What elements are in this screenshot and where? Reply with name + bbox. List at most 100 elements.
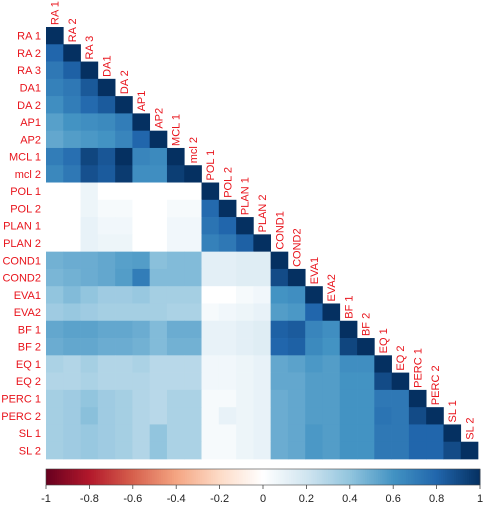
cell-mcl2-ra2 bbox=[63, 165, 81, 183]
cell-bf1-ra2 bbox=[63, 320, 81, 339]
cell-perc1-ap1 bbox=[132, 389, 151, 408]
cell-perc1-cond2 bbox=[287, 389, 306, 408]
row-label: PLAN 1 bbox=[3, 221, 41, 233]
diagonal-label: MCL 1 bbox=[171, 114, 183, 146]
colorbar-segment bbox=[46, 469, 49, 485]
colorbar-segment bbox=[89, 469, 92, 485]
row-label: MCL 1 bbox=[9, 152, 41, 164]
colorbar-segment bbox=[189, 469, 192, 485]
cell-bf2-bf2 bbox=[357, 338, 375, 356]
cell-bf2-ra2 bbox=[63, 338, 81, 356]
cell-plan1-pol1 bbox=[201, 217, 220, 235]
colorbar-segment bbox=[245, 469, 249, 485]
colorbar-segment bbox=[440, 469, 444, 485]
cell-sl2-eva1 bbox=[305, 441, 323, 460]
colorbar-segment bbox=[239, 469, 242, 485]
cell-plan2-ra2 bbox=[63, 234, 81, 252]
colorbar-segment bbox=[249, 469, 253, 485]
diagonal-label: RA 2 bbox=[67, 18, 79, 42]
colorbar-segment bbox=[458, 469, 461, 485]
cell-cond2-pol1 bbox=[201, 268, 220, 287]
cell-ra3-ra3 bbox=[80, 61, 99, 80]
cell-bf2-ap1 bbox=[132, 338, 151, 356]
colorbar-segment bbox=[228, 469, 231, 485]
cell-cond1-da2 bbox=[115, 251, 133, 270]
cell-cond1-mcl1 bbox=[166, 251, 185, 270]
cell-cond1-ap2 bbox=[149, 251, 168, 270]
cell-perc2-cond2 bbox=[287, 407, 306, 425]
colorbar-segment bbox=[382, 469, 385, 485]
cell-eva2-pol1 bbox=[201, 303, 220, 322]
colorbar-segment bbox=[150, 469, 153, 485]
cell-eq2-bf1 bbox=[339, 372, 358, 391]
cell-sl1-plan1 bbox=[236, 424, 254, 443]
colorbar-segment bbox=[124, 469, 127, 485]
cell-bf2-ra3 bbox=[80, 338, 99, 356]
colorbar-segment bbox=[137, 469, 140, 485]
cell-perc2-perc2 bbox=[426, 407, 444, 425]
cell-perc1-plan1 bbox=[236, 389, 254, 408]
colorbar-segment bbox=[367, 469, 370, 485]
cell-eq1-bf1 bbox=[339, 355, 358, 373]
colorbar-segment bbox=[345, 469, 349, 485]
cell-da1-ra1 bbox=[46, 78, 64, 97]
colorbar-segment bbox=[271, 469, 275, 485]
cell-eva2-pol2 bbox=[218, 303, 237, 322]
colorbar-segment bbox=[308, 469, 312, 485]
colorbar-segment bbox=[121, 469, 125, 485]
colorbar-segment bbox=[128, 469, 132, 485]
cell-perc1-da2 bbox=[115, 389, 133, 408]
cell-eva1-plan1 bbox=[236, 286, 254, 304]
colorbar-segment bbox=[328, 469, 331, 485]
cell-eva2-mcl1 bbox=[166, 303, 185, 322]
cell-eva1-da1 bbox=[97, 286, 116, 304]
colorbar-segment bbox=[195, 469, 199, 485]
cell-cond1-pol1 bbox=[201, 251, 220, 270]
cell-pol1-ra1 bbox=[46, 182, 64, 201]
cell-plan2-plan1 bbox=[236, 234, 254, 252]
row-label: RA 2 bbox=[17, 48, 41, 60]
colorbar-segment bbox=[312, 469, 316, 485]
row-label: EVA1 bbox=[14, 290, 41, 302]
cell-cond2-ap2 bbox=[149, 268, 168, 287]
cell-bf1-cond1 bbox=[270, 320, 289, 339]
cell-da2-ra1 bbox=[46, 96, 64, 114]
cell-perc1-ra2 bbox=[63, 389, 81, 408]
diagonal-label: SL 1 bbox=[447, 400, 459, 422]
cell-pol2-ap2 bbox=[149, 199, 168, 218]
cell-sl2-pol2 bbox=[218, 441, 237, 460]
cell-perc2-pol2 bbox=[218, 407, 237, 425]
cell-da2-da2 bbox=[115, 96, 133, 114]
colorbar-ticks: -1 -0.8 -0.6 -0.4 -0.2 0 0.2 0.4 0.6 0.8 1 bbox=[41, 485, 483, 505]
colorbar-segment bbox=[408, 469, 411, 485]
cell-plan2-ap1 bbox=[132, 234, 151, 252]
colorbar-segment bbox=[321, 469, 325, 485]
cell-eq2-pol1 bbox=[201, 372, 220, 391]
cell-perc2-eva2 bbox=[322, 407, 341, 425]
colorbar-segment bbox=[286, 469, 290, 485]
colorbar-segment bbox=[375, 469, 379, 485]
colorbar-segment bbox=[76, 469, 79, 485]
colorbar-segment bbox=[132, 469, 136, 485]
cell-sl1-mcl2 bbox=[184, 424, 202, 443]
cell-cond1-cond1 bbox=[270, 251, 289, 270]
cell-eva2-eva1 bbox=[305, 303, 323, 322]
cell-perc1-eq2 bbox=[391, 389, 410, 408]
diagonal-label: EQ 2 bbox=[395, 346, 407, 371]
colorbar-segment bbox=[104, 469, 108, 485]
diagonal-label: AP1 bbox=[136, 91, 148, 112]
cell-eva2-eva2 bbox=[322, 303, 341, 322]
colorbar-segment bbox=[182, 469, 186, 485]
colorbar-segment bbox=[378, 469, 381, 485]
cell-perc2-bf2 bbox=[357, 407, 375, 425]
cell-pol2-da2 bbox=[115, 199, 133, 218]
cell-ra1-ra1 bbox=[46, 27, 64, 45]
cell-sl1-ra3 bbox=[80, 424, 99, 443]
colorbar-segment bbox=[171, 469, 175, 485]
colorbar-segment bbox=[293, 469, 296, 485]
diagonal-label: DA1 bbox=[101, 55, 113, 76]
cell-sl1-eq1 bbox=[374, 424, 392, 443]
cell-sl2-cond1 bbox=[270, 441, 289, 460]
cell-sl1-da1 bbox=[97, 424, 116, 443]
